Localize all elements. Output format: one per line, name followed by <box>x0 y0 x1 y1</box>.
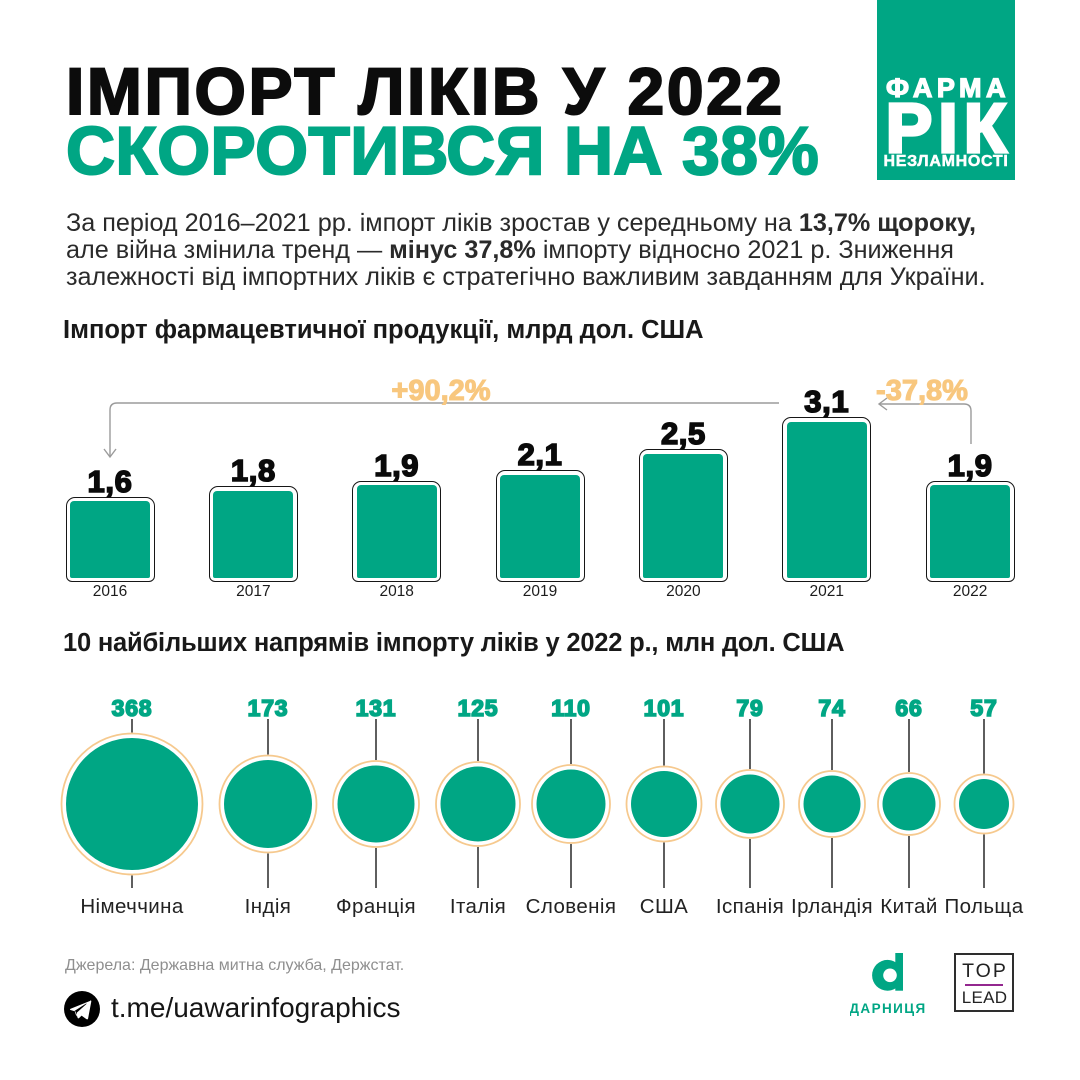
svg-text:ДАРНИЦЯ: ДАРНИЦЯ <box>850 1001 927 1016</box>
